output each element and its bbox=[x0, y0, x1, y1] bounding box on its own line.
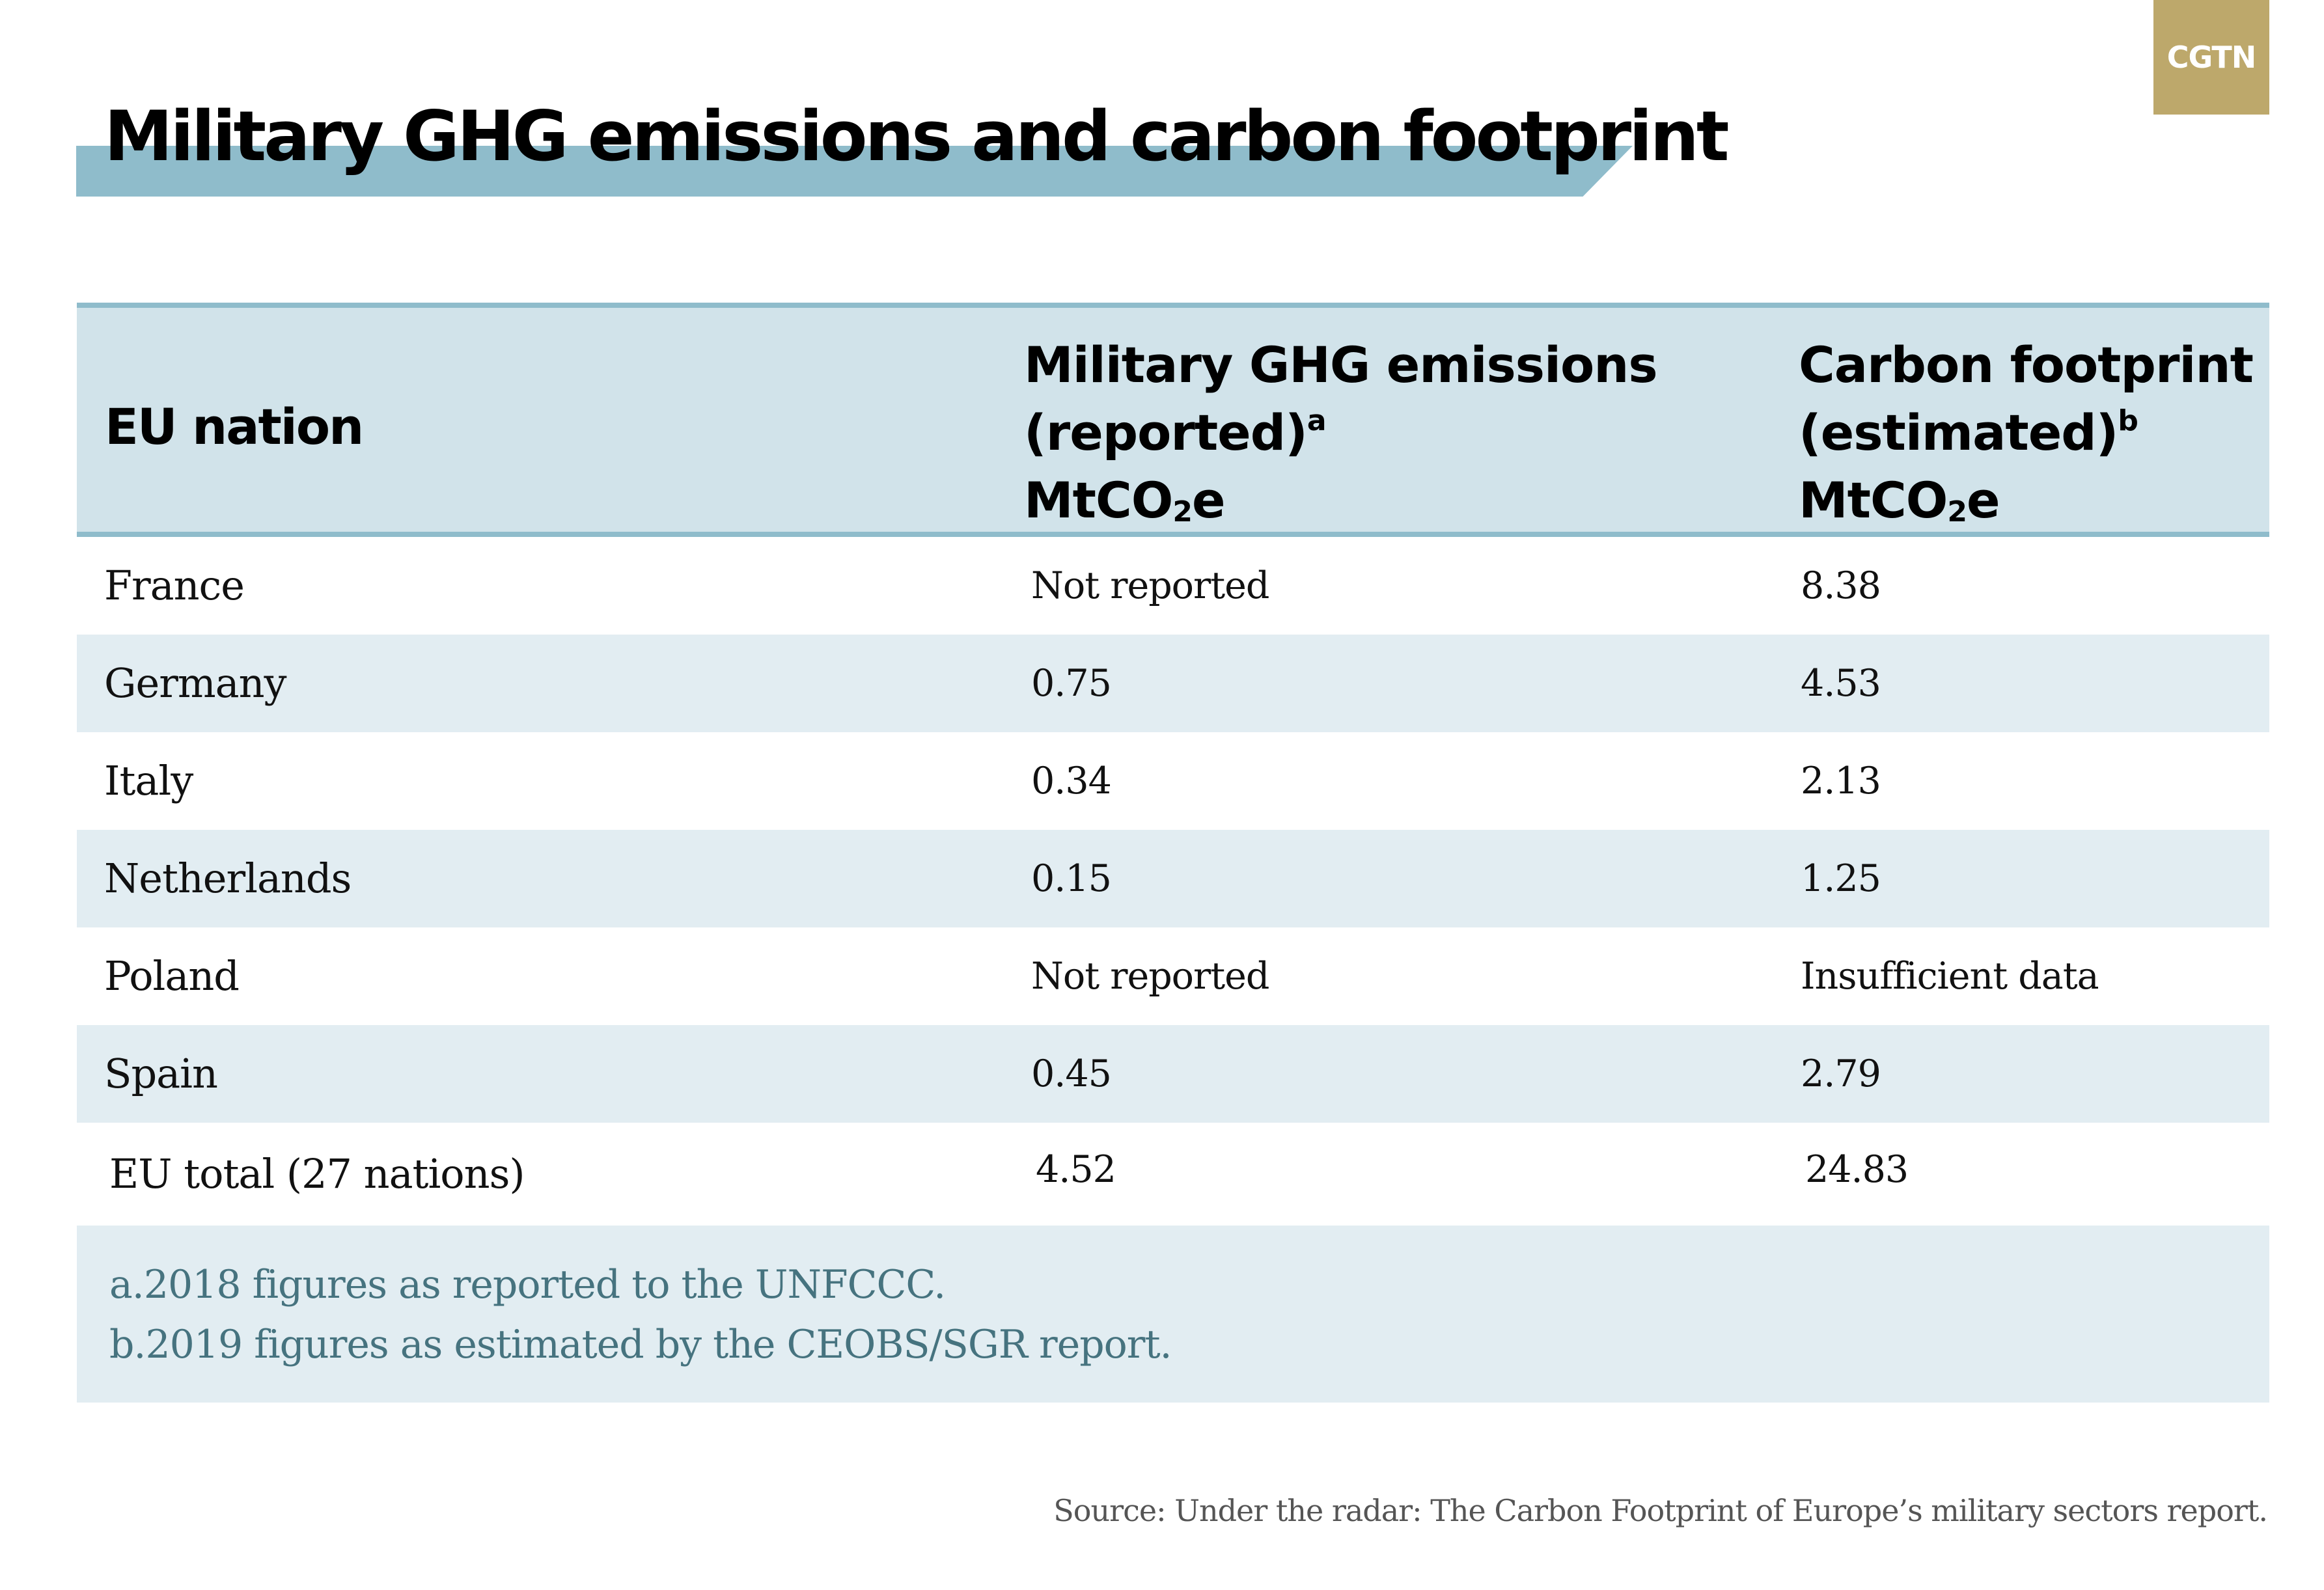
cell-estimated: 24.83 bbox=[1805, 1148, 1909, 1191]
table-row-eu-total: EU total (27 nations) 4.52 24.83 bbox=[77, 1123, 2269, 1226]
emissions-table: EU nation Military GHG emissions (report… bbox=[77, 303, 2269, 1403]
source-note: Source: Under the radar: The Carbon Foot… bbox=[1053, 1493, 2268, 1528]
header-military-ghg-line1: Military GHG emissions bbox=[1024, 336, 1658, 394]
header-carbon-footprint: Carbon footprint (estimated)b MtCO2e bbox=[1799, 331, 2254, 534]
footnote-marker-a: a bbox=[1307, 404, 1327, 437]
header-carbon-footprint-line1: Carbon footprint bbox=[1799, 336, 2254, 394]
page-title: Military GHG emissions and carbon footpr… bbox=[104, 96, 1730, 176]
cell-nation: Italy bbox=[104, 757, 193, 804]
header-eu-nation: EU nation bbox=[105, 398, 364, 456]
cell-reported: 4.52 bbox=[1036, 1148, 1116, 1191]
header-carbon-footprint-unit: MtCO2e bbox=[1799, 471, 2000, 529]
cell-nation: France bbox=[104, 562, 245, 609]
cell-reported: Not reported bbox=[1031, 564, 1269, 607]
header-military-ghg-line2: (reported)a bbox=[1024, 404, 1327, 461]
cell-estimated: 2.13 bbox=[1801, 760, 1881, 802]
footnote-a: a.2018 figures as reported to the UNFCCC… bbox=[109, 1262, 946, 1308]
header-military-ghg-unit: MtCO2e bbox=[1024, 471, 1226, 529]
cell-estimated: 8.38 bbox=[1801, 564, 1881, 607]
table-row-spain: Spain 0.45 2.79 bbox=[77, 1025, 2269, 1123]
cell-estimated: Insufficient data bbox=[1801, 955, 2099, 998]
table-row-poland: Poland Not reported Insufficient data bbox=[77, 927, 2269, 1025]
cell-nation: Spain bbox=[104, 1050, 218, 1097]
table-row-germany: Germany 0.75 4.53 bbox=[77, 635, 2269, 732]
header-carbon-footprint-line2: (estimated)b bbox=[1799, 404, 2138, 461]
footnotes: a.2018 figures as reported to the UNFCCC… bbox=[77, 1226, 2269, 1403]
header-military-ghg: Military GHG emissions (reported)a MtCO2… bbox=[1024, 331, 1658, 534]
cell-nation: EU total (27 nations) bbox=[109, 1150, 525, 1198]
cell-nation: Netherlands bbox=[104, 855, 352, 902]
cgtn-logo: CGTN bbox=[2153, 0, 2269, 115]
cell-nation: Germany bbox=[104, 659, 287, 707]
table-row-italy: Italy 0.34 2.13 bbox=[77, 732, 2269, 830]
cell-estimated: 1.25 bbox=[1801, 857, 1881, 900]
cell-estimated: 4.53 bbox=[1801, 662, 1881, 705]
cell-reported: 0.15 bbox=[1031, 857, 1112, 900]
footnote-marker-b: b bbox=[2118, 404, 2138, 437]
footnote-b: b.2019 figures as estimated by the CEOBS… bbox=[109, 1322, 1172, 1367]
cell-reported: 0.34 bbox=[1031, 760, 1112, 802]
cell-reported: Not reported bbox=[1031, 955, 1269, 998]
table-row-netherlands: Netherlands 0.15 1.25 bbox=[77, 830, 2269, 927]
cell-reported: 0.45 bbox=[1031, 1052, 1112, 1095]
cell-estimated: 2.79 bbox=[1801, 1052, 1881, 1095]
cell-nation: Poland bbox=[104, 952, 240, 1000]
table-row-france: France Not reported 8.38 bbox=[77, 537, 2269, 635]
cell-reported: 0.75 bbox=[1031, 662, 1112, 705]
table-header: EU nation Military GHG emissions (report… bbox=[77, 303, 2269, 537]
title-accent-band bbox=[76, 146, 1633, 197]
